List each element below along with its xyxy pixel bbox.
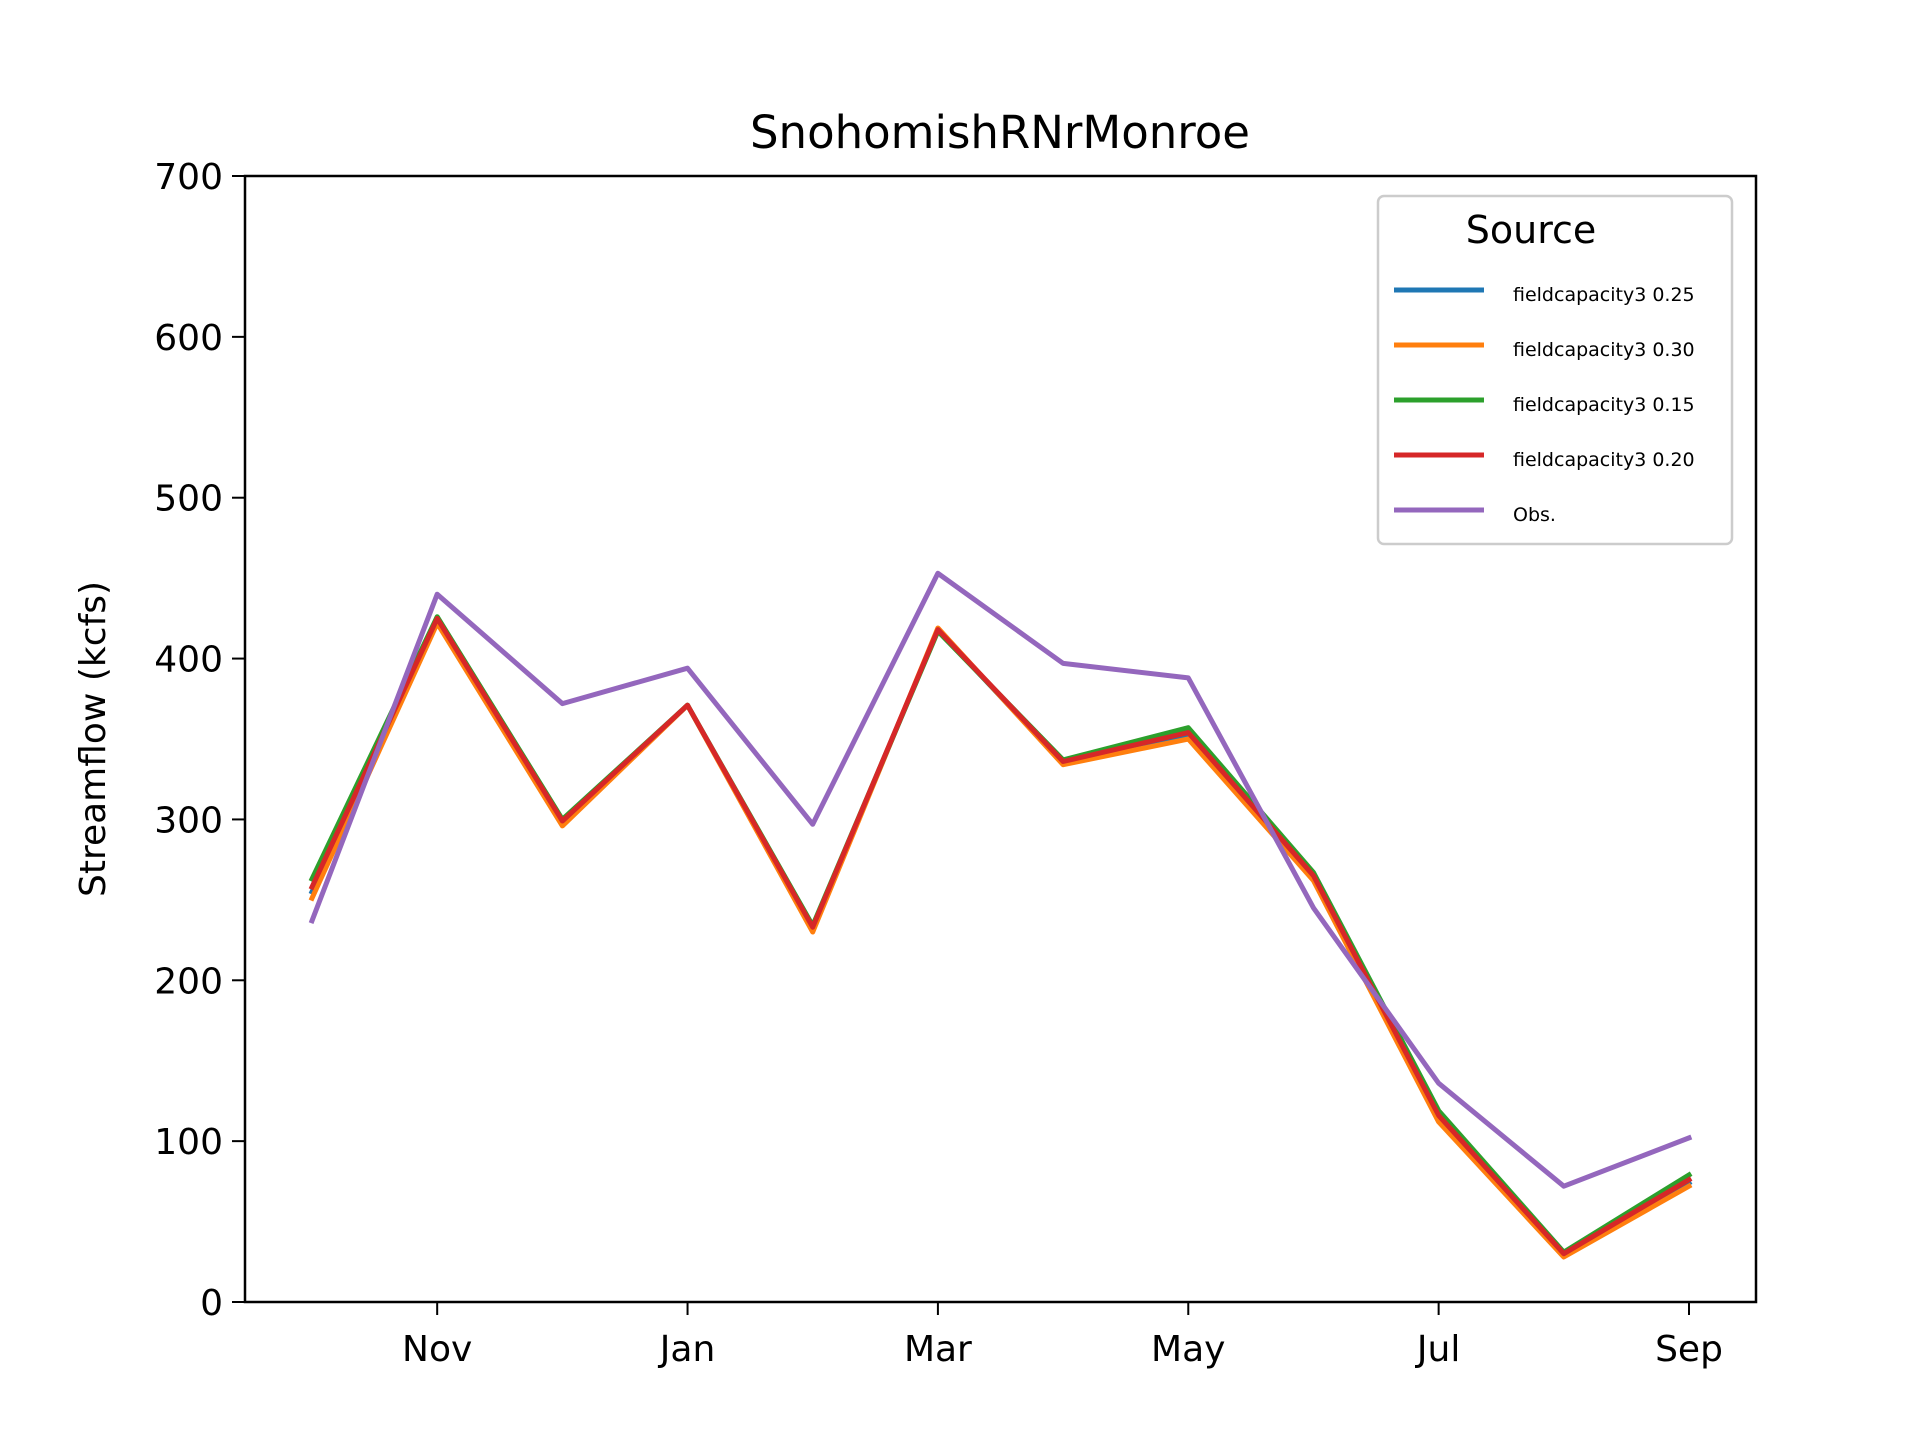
x-axis: Nov Jan Mar May Jul Sep <box>402 1302 1723 1370</box>
y-tick-label: 200 <box>154 961 223 1002</box>
legend-title: Source <box>1466 208 1597 252</box>
y-axis: 0 100 200 300 400 500 600 700 <box>154 157 245 1324</box>
y-axis-label: Streamflow (kcfs) <box>73 581 114 897</box>
x-tick-label: Jan <box>658 1329 716 1370</box>
y-tick-label: 700 <box>154 157 223 198</box>
legend-label-3: fieldcapacity3 0.20 <box>1513 449 1695 471</box>
x-tick-label: Jul <box>1415 1329 1460 1370</box>
y-tick-label: 600 <box>154 318 223 359</box>
plot-series-group <box>308 570 1693 1260</box>
legend-label-0: fieldcapacity3 0.25 <box>1513 284 1695 306</box>
chart-title: SnohomishRNrMonroe <box>750 106 1250 159</box>
y-tick-label: 500 <box>154 479 223 520</box>
legend: Source fieldcapacity3 0.25 fieldcapacity3 … <box>1376 194 1734 546</box>
y-tick-label: 100 <box>154 1122 223 1163</box>
series-line-4 <box>308 570 1693 1189</box>
x-tick-label: Mar <box>904 1329 972 1370</box>
plot-frame <box>243 174 1758 1304</box>
y-tick-label: 400 <box>154 640 223 681</box>
x-tick-label: Nov <box>402 1329 472 1370</box>
legend-label-4: Obs. <box>1513 504 1556 526</box>
y-tick-label: 0 <box>200 1283 223 1324</box>
series-line-3 <box>308 615 1693 1257</box>
legend-label-2: fieldcapacity3 0.15 <box>1513 394 1695 416</box>
x-tick-label: May <box>1151 1329 1225 1370</box>
x-tick-label: Sep <box>1655 1329 1723 1370</box>
y-tick-label: 300 <box>154 800 223 841</box>
legend-label-1: fieldcapacity3 0.30 <box>1513 339 1695 361</box>
